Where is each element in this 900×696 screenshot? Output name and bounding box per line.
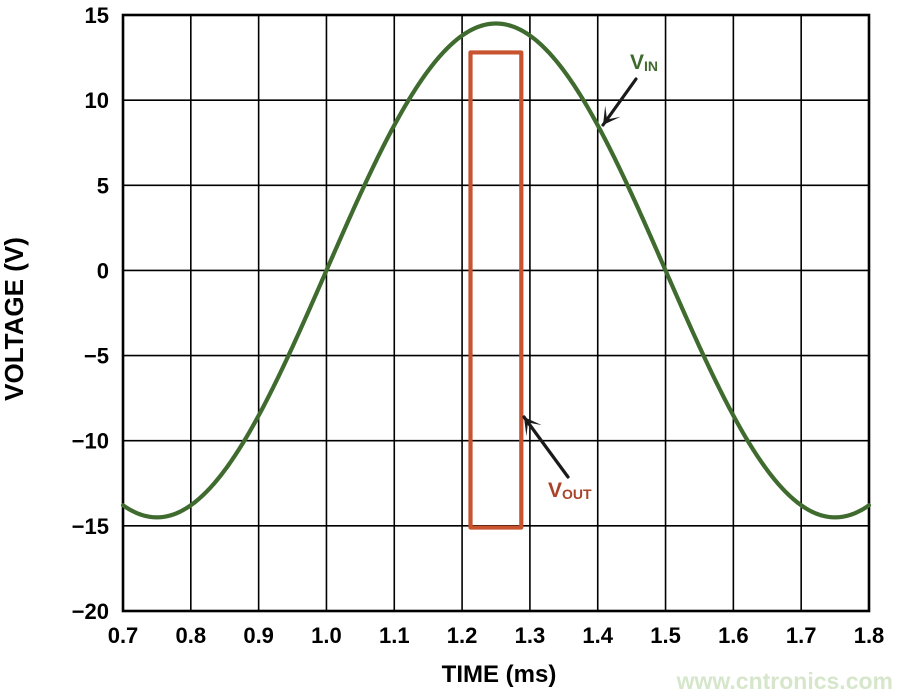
svg-text:15: 15: [85, 3, 109, 28]
svg-text:−10: −10: [72, 429, 109, 454]
svg-text:TIME (ms): TIME (ms): [442, 661, 557, 688]
svg-text:www.cntronics.com: www.cntronics.com: [676, 668, 893, 694]
svg-text:0.9: 0.9: [243, 623, 274, 648]
svg-text:0.8: 0.8: [176, 623, 207, 648]
svg-text:1.3: 1.3: [515, 623, 546, 648]
svg-text:VIN: VIN: [630, 51, 658, 74]
svg-text:−5: −5: [84, 344, 109, 369]
svg-text:0.7: 0.7: [108, 623, 139, 648]
svg-text:VOUT: VOUT: [548, 479, 592, 502]
svg-text:1.2: 1.2: [447, 623, 478, 648]
svg-text:−20: −20: [72, 599, 109, 624]
svg-text:VOLTAGE (V): VOLTAGE (V): [0, 237, 29, 401]
svg-text:1.6: 1.6: [718, 623, 749, 648]
svg-text:1.4: 1.4: [582, 623, 613, 648]
svg-text:1.1: 1.1: [379, 623, 410, 648]
svg-text:1.7: 1.7: [786, 623, 817, 648]
svg-text:1.8: 1.8: [854, 623, 885, 648]
svg-text:1.0: 1.0: [311, 623, 342, 648]
svg-text:−15: −15: [72, 514, 109, 539]
svg-text:10: 10: [85, 88, 109, 113]
svg-text:5: 5: [97, 173, 109, 198]
svg-text:0: 0: [97, 258, 109, 283]
svg-text:1.5: 1.5: [650, 623, 681, 648]
